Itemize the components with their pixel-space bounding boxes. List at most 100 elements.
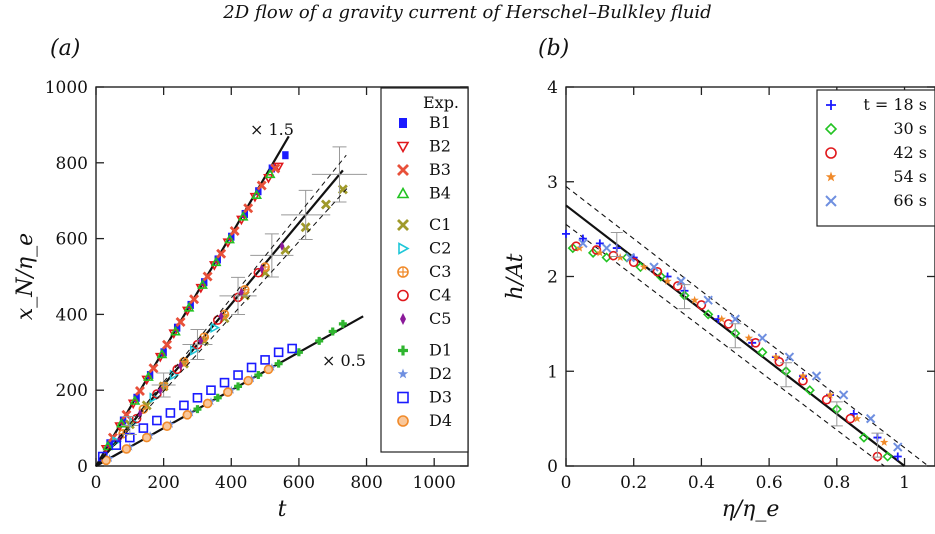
- y-tick-label: 3: [547, 173, 558, 193]
- data-point: [202, 271, 213, 282]
- panel-label: (a): [50, 36, 80, 61]
- y-axis-label: h/At: [503, 253, 528, 299]
- legend-box: [816, 89, 935, 227]
- x-tick-label: 0.8: [823, 473, 850, 493]
- error-bar: [182, 329, 213, 361]
- data-point: [880, 437, 889, 446]
- data-point: [101, 455, 111, 466]
- data-point: [821, 394, 832, 405]
- legend-box: [380, 87, 469, 453]
- error-bar: [871, 432, 884, 458]
- data-point: [179, 356, 189, 367]
- legend-label: B3: [429, 160, 451, 179]
- legend-marker: [397, 266, 409, 278]
- data-point: [578, 234, 587, 243]
- data-point: [858, 432, 870, 443]
- data-point: [771, 352, 781, 361]
- data-point: [138, 423, 149, 433]
- legend-label: B1: [429, 113, 451, 132]
- data-point: [567, 242, 578, 254]
- y-tick-label: 200: [56, 381, 88, 401]
- legend-marker: [400, 313, 406, 325]
- data-point: [156, 348, 168, 359]
- series-B3: [107, 163, 281, 443]
- data-point: [804, 385, 815, 396]
- x-tick-label: 800: [350, 473, 382, 493]
- data-point: [198, 336, 204, 346]
- data-point: [175, 316, 186, 327]
- data-point: [625, 252, 636, 263]
- data-point: [676, 276, 686, 286]
- data-point: [263, 364, 274, 375]
- data-point: [256, 180, 267, 191]
- x-axis-label: t: [278, 497, 287, 522]
- data-point: [157, 385, 163, 395]
- y-tick-label: 4: [547, 78, 558, 98]
- data-point: [141, 400, 152, 411]
- legend-marker: [397, 289, 409, 302]
- legend-marker-cross: [398, 267, 408, 277]
- error-bar: [219, 276, 257, 316]
- data-point: [601, 243, 612, 253]
- legend-label: C2: [429, 239, 451, 258]
- x-tick-label: 0.2: [620, 473, 647, 493]
- data-point: [703, 309, 714, 320]
- data-point: [143, 371, 154, 381]
- data-point: [587, 247, 599, 258]
- data-point: [162, 421, 172, 432]
- error-bar: [729, 323, 742, 349]
- panel-a: 0 200 400 600 800 1000 0 200 400 600 800 1000 (a) t x_…: [13, 36, 469, 522]
- data-point: [189, 294, 200, 305]
- error-bar: [311, 146, 368, 203]
- data-point: [148, 363, 159, 374]
- data-point: [893, 452, 902, 461]
- data-point: [237, 210, 249, 221]
- data-point: [255, 187, 262, 196]
- legend-marker: [397, 415, 409, 427]
- series-B4: [102, 168, 276, 451]
- legend-label: B2: [429, 137, 451, 156]
- legend-label: t = 18 s: [863, 95, 927, 114]
- data-point: [338, 319, 347, 328]
- data-point: [260, 355, 270, 365]
- x-tick-label: 1: [899, 473, 910, 493]
- data-point: [865, 413, 876, 424]
- data-point: [173, 323, 181, 332]
- legend-label: C5: [429, 309, 451, 328]
- legend-label: C4: [429, 286, 451, 305]
- data-point: [845, 413, 856, 424]
- page-title: 2D flow of a gravity current of Herschel…: [223, 2, 712, 23]
- data-point: [133, 393, 140, 402]
- legend-marker: [396, 141, 410, 154]
- data-point: [223, 387, 233, 397]
- data-point: [165, 408, 176, 418]
- legend-label: D1: [429, 341, 452, 360]
- data-point: [774, 356, 785, 367]
- dashed-bound: [95, 154, 347, 467]
- panel-label: (b): [538, 36, 569, 61]
- data-point: [628, 257, 639, 268]
- legend-label: D2: [429, 364, 452, 383]
- data-point: [219, 377, 230, 388]
- legend-label: B4: [429, 184, 451, 203]
- data-point: [595, 248, 604, 257]
- data-point: [608, 250, 619, 261]
- data-point: [179, 400, 189, 411]
- x-tick-label: 400: [215, 473, 247, 493]
- y-tick-label: 2: [547, 268, 558, 288]
- data-point: [213, 393, 222, 402]
- data-point: [253, 267, 264, 278]
- data-point: [162, 339, 173, 350]
- data-point: [229, 226, 240, 237]
- data-point: [134, 385, 145, 396]
- data-point: [578, 238, 588, 249]
- legend-marker: [825, 147, 837, 159]
- data-point: [119, 416, 127, 425]
- panel-b: 0 0.2 0.4 0.6 0.8 1 0 1 2 3 4 (b) η/η_e h/At t = 18 s 3…: [503, 36, 935, 522]
- data-point: [282, 151, 289, 160]
- data-point: [214, 255, 221, 264]
- data-point: [750, 338, 761, 348]
- data-point: [595, 239, 604, 248]
- legend-marker: [397, 368, 409, 379]
- data-point: [193, 405, 202, 414]
